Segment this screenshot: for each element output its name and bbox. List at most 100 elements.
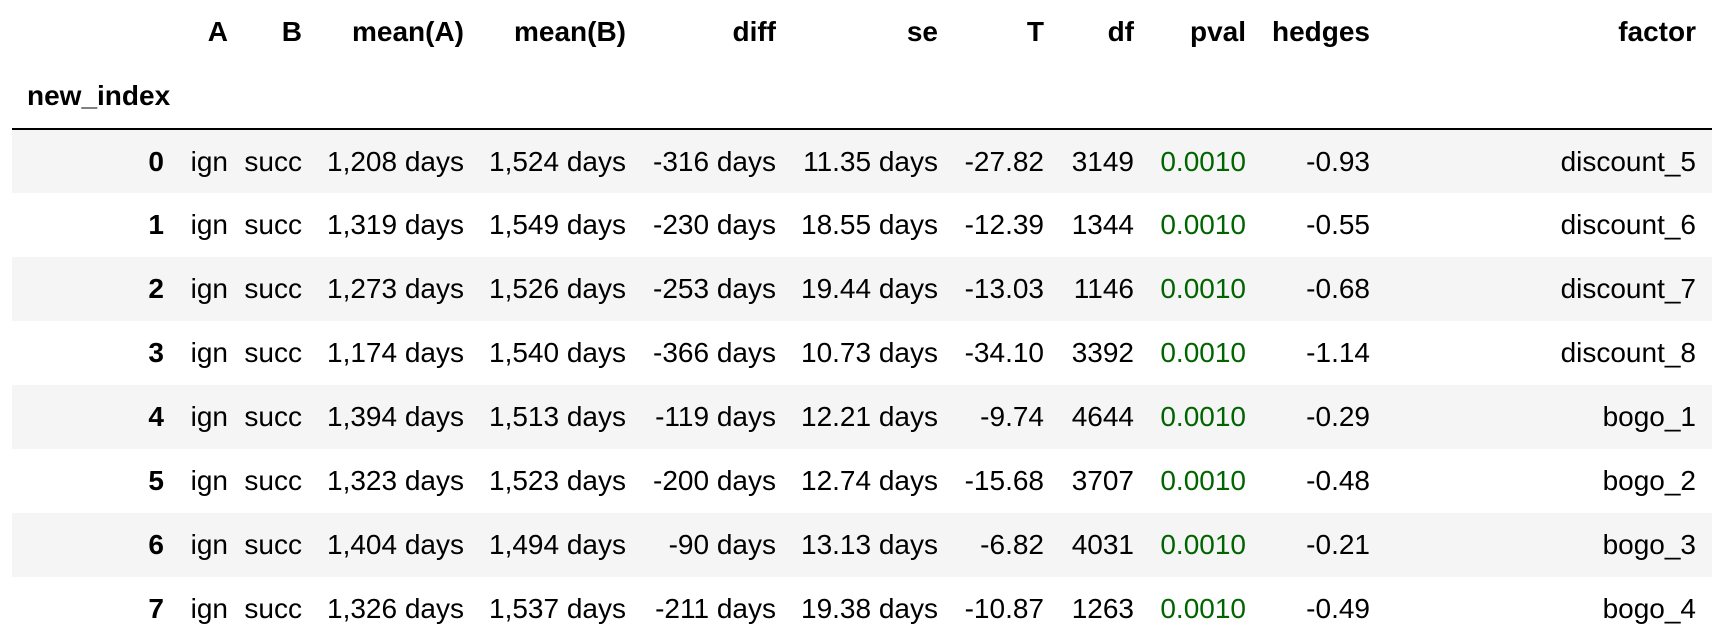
table-row: 5 ign succ 1,323 days 1,523 days -200 da…	[12, 449, 1712, 513]
cell-hedges: -0.49	[1306, 593, 1370, 624]
cell-a: ign	[190, 145, 228, 177]
cell-df: 1146	[1073, 273, 1134, 304]
row-index-cell: 7	[148, 593, 164, 624]
cell-pval: 0.0010	[1160, 273, 1246, 304]
table-row: 0 ign succ 1,208 days 1,524 days -316 da…	[12, 129, 1712, 193]
cell-hedges: -0.48	[1306, 465, 1370, 496]
row-index-cell: 1	[148, 209, 164, 240]
corner-header-cell	[12, 0, 180, 64]
cell-pval: 0.0010	[1160, 337, 1246, 368]
cell-mean-b: 1,524 days	[489, 145, 626, 177]
cell-b: succ	[244, 273, 302, 304]
column-header-se: se	[906, 16, 938, 47]
cell-se: 10.73 days	[801, 337, 938, 368]
column-header-row: A B mean(A) mean(B) diff se T df pval he…	[12, 0, 1712, 64]
cell-mean-b: 1,540 days	[489, 337, 626, 368]
cell-se: 12.74 days	[801, 465, 938, 496]
cell-diff: -119 days	[655, 401, 776, 432]
cell-df: 3707	[1071, 465, 1134, 496]
cell-pval: 0.0010	[1160, 529, 1246, 560]
cell-pval: 0.0010	[1160, 465, 1246, 496]
cell-diff: -316 days	[653, 145, 776, 177]
cell-mean-a: 1,323 days	[327, 465, 464, 496]
cell-df: 3149	[1071, 145, 1134, 177]
index-row-blank	[180, 64, 244, 129]
cell-t: -6.82	[980, 529, 1044, 560]
row-index-cell: 6	[148, 529, 164, 560]
column-header-diff: diff	[732, 16, 776, 47]
cell-b: succ	[244, 593, 302, 624]
cell-pval: 0.0010	[1160, 593, 1246, 624]
index-row-blank	[1150, 64, 1262, 129]
cell-t: -34.10	[964, 337, 1044, 368]
index-row-blank	[480, 64, 642, 129]
cell-diff: -90 days	[668, 529, 776, 560]
cell-mean-a: 1,208 days	[327, 145, 464, 177]
cell-t: -15.68	[964, 465, 1044, 496]
cell-df: 3392	[1071, 337, 1134, 368]
cell-b: succ	[244, 529, 302, 560]
cell-hedges: -1.14	[1306, 337, 1370, 368]
column-header-factor: factor	[1618, 16, 1696, 47]
cell-mean-b: 1,513 days	[489, 401, 626, 432]
cell-pval: 0.0010	[1160, 401, 1246, 432]
cell-se: 13.13 days	[801, 529, 938, 560]
table-row: 1 ign succ 1,319 days 1,549 days -230 da…	[12, 193, 1712, 257]
cell-diff: -211 days	[655, 593, 776, 624]
cell-mean-b: 1,494 days	[489, 529, 626, 560]
column-header-df: df	[1107, 16, 1134, 47]
cell-pval: 0.0010	[1160, 209, 1246, 240]
cell-df: 1263	[1071, 593, 1134, 624]
cell-hedges: -0.29	[1306, 401, 1370, 432]
index-row-blank	[792, 64, 954, 129]
cell-mean-a: 1,273 days	[327, 273, 464, 304]
table-body: 0 ign succ 1,208 days 1,524 days -316 da…	[12, 129, 1712, 641]
cell-a: ign	[190, 337, 228, 368]
cell-mean-a: 1,319 days	[327, 209, 464, 240]
column-header-mean-b: mean(B)	[513, 16, 626, 47]
cell-factor: bogo_4	[1602, 593, 1696, 624]
cell-hedges: -0.93	[1306, 145, 1370, 177]
cell-df: 1344	[1071, 209, 1134, 240]
cell-a: ign	[190, 593, 228, 624]
cell-b: succ	[244, 209, 302, 240]
cell-a: ign	[190, 273, 228, 304]
table-row: 7 ign succ 1,326 days 1,537 days -211 da…	[12, 577, 1712, 641]
row-index-cell: 2	[148, 273, 164, 304]
cell-a: ign	[190, 209, 228, 240]
row-index-cell: 3	[148, 337, 164, 368]
cell-df: 4644	[1071, 401, 1134, 432]
cell-a: ign	[190, 465, 228, 496]
cell-factor: bogo_1	[1602, 401, 1696, 432]
column-header-t: T	[1026, 16, 1044, 47]
table-row: 2 ign succ 1,273 days 1,526 days -253 da…	[12, 257, 1712, 321]
cell-b: succ	[244, 465, 302, 496]
cell-mean-a: 1,174 days	[327, 337, 464, 368]
column-header-a: A	[207, 16, 228, 47]
cell-se: 11.35 days	[803, 145, 938, 177]
row-index-cell: 0	[148, 145, 164, 177]
index-row-blank	[954, 64, 1060, 129]
cell-a: ign	[190, 529, 228, 560]
cell-mean-a: 1,394 days	[327, 401, 464, 432]
cell-t: -12.39	[964, 209, 1044, 240]
cell-mean-a: 1,326 days	[327, 593, 464, 624]
cell-se: 19.38 days	[801, 593, 938, 624]
cell-a: ign	[190, 401, 228, 432]
cell-mean-b: 1,523 days	[489, 465, 626, 496]
row-index-cell: 4	[148, 401, 164, 432]
dataframe-table-container: A B mean(A) mean(B) diff se T df pval he…	[12, 0, 1712, 641]
cell-factor: bogo_2	[1602, 465, 1696, 496]
index-row-blank	[1386, 64, 1712, 129]
cell-t: -13.03	[964, 273, 1044, 304]
index-row-blank	[1060, 64, 1150, 129]
cell-df: 4031	[1071, 529, 1134, 560]
index-row-blank	[1262, 64, 1386, 129]
index-name-header: new_index	[27, 80, 171, 111]
cell-b: succ	[244, 401, 302, 432]
cell-hedges: -0.68	[1306, 273, 1370, 304]
cell-factor: discount_6	[1560, 209, 1696, 240]
cell-se: 19.44 days	[801, 273, 938, 304]
column-header-b: B	[281, 16, 302, 47]
cell-hedges: -0.21	[1306, 529, 1370, 560]
